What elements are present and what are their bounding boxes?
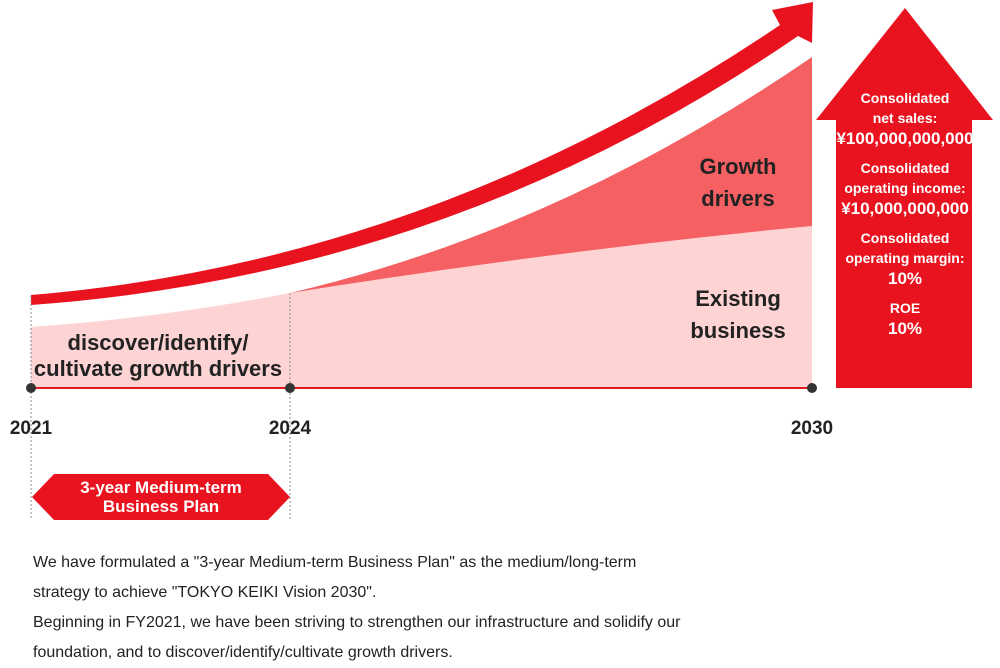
target-net-sales-label: Consolidated net sales: (860, 90, 950, 126)
target-roe-label: ROE (889, 300, 921, 316)
target-operating-margin: Consolidated operating margin: 10% (836, 228, 974, 290)
timeline-dot-2024 (285, 383, 295, 393)
plan-badge-shape (32, 474, 290, 520)
discover-label-line1: discover/identify/ (68, 330, 249, 355)
target-roe: ROE 10% (836, 298, 974, 340)
target-net-sales: Consolidated net sales: ¥100,000,000,000 (836, 88, 974, 150)
year-label-2030: 2030 (791, 418, 833, 439)
growth-diagram: 2021 2024 2030 Growth drivers Existing b… (10, 2, 993, 520)
description-text: We have formulated a "3-year Medium-term… (33, 548, 933, 668)
target-operating-income-label: Consolidated operating income: (844, 160, 966, 196)
existing-business-label-line2: business (690, 318, 785, 343)
year-label-2021: 2021 (10, 418, 53, 439)
target-operating-income: Consolidated operating income: ¥10,000,0… (836, 158, 974, 220)
target-net-sales-value: ¥100,000,000,000 (836, 129, 974, 148)
description-line: foundation, and to discover/identify/cul… (33, 644, 453, 661)
plan-badge-label: 3-year Medium-term Business Plan (80, 478, 242, 516)
target-operating-income-value: ¥10,000,000,000 (841, 199, 969, 218)
target-operating-margin-label: Consolidated operating margin: (845, 230, 965, 266)
discover-label-line2: cultivate growth drivers (34, 356, 282, 381)
timeline-dot-2030 (807, 383, 817, 393)
growth-drivers-area (290, 57, 812, 293)
target-up-arrow (816, 8, 993, 388)
growth-drivers-label-line2: drivers (701, 186, 774, 211)
year-label-2024: 2024 (269, 418, 312, 439)
description-line: strategy to achieve "TOKYO KEIKI Vision … (33, 584, 377, 601)
targets-panel: Consolidated net sales: ¥100,000,000,000… (836, 88, 974, 388)
growth-drivers-label-line1: Growth (700, 154, 777, 179)
existing-business-label-line1: Existing (695, 286, 781, 311)
target-operating-margin-value: 10% (887, 269, 923, 288)
existing-business-area (31, 226, 812, 388)
target-roe-value: 10% (887, 319, 923, 338)
description-line: We have formulated a "3-year Medium-term… (33, 554, 637, 571)
description-line: Beginning in FY2021, we have been strivi… (33, 614, 681, 631)
plan-badge: 3-year Medium-term Business Plan (32, 474, 290, 520)
timeline-dot-2021 (26, 383, 36, 393)
